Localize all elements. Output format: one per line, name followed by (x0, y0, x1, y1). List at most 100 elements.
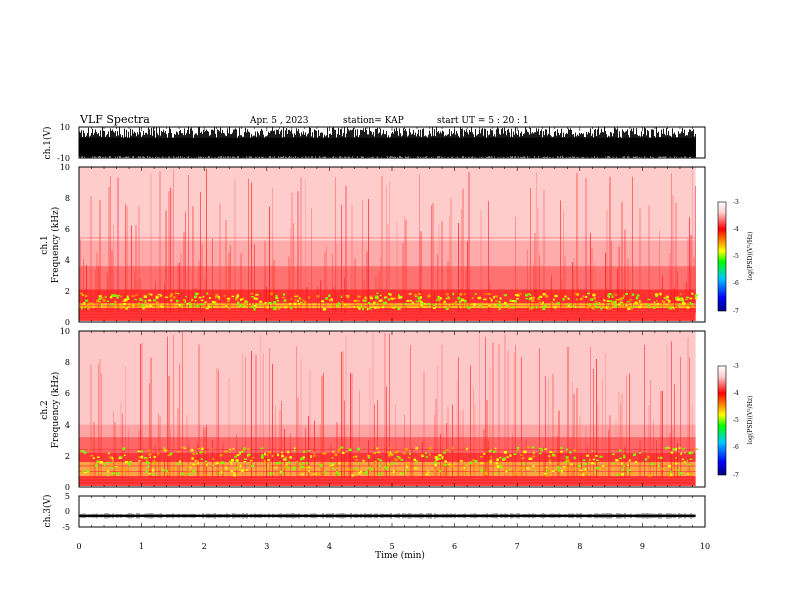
spectrogram-emission-speck (635, 460, 638, 464)
spectrogram-emission-speck (662, 301, 666, 303)
spectrogram-emission-speck (514, 299, 517, 303)
start-time-label: start UT = 5 : 20 : 1 (437, 116, 529, 126)
spectrogram-emission-speck (134, 298, 137, 301)
spectrogram-emission-speck (121, 303, 124, 306)
spectrogram-emission-speck (161, 469, 165, 472)
spectrogram-emission-speck (480, 462, 484, 464)
spectrogram-emission-speck (551, 470, 555, 473)
spectrogram-emission-speck (615, 299, 620, 301)
spectrogram-emission-speck (495, 300, 499, 302)
spectrogram-emission-speck (319, 464, 323, 467)
spectrogram-emission-speck (178, 460, 181, 463)
spectrogram-emission-speck (167, 454, 171, 457)
spectrogram-emission-speck (590, 462, 594, 465)
spectrogram-emission-speck (298, 302, 301, 306)
spectrogram-emission-speck (627, 307, 631, 311)
spectrogram-emission-speck (226, 300, 230, 302)
spectrogram-emission-speck (396, 450, 399, 454)
spectrogram-emission-speck (670, 304, 672, 307)
spectrogram-emission-speck (208, 297, 212, 299)
spectrogram-emission-speck (681, 458, 684, 461)
spectrogram-emission-speck (189, 466, 192, 469)
spectrogram-emission-speck (441, 456, 444, 459)
spectrogram-emission-speck (669, 474, 673, 477)
spectrogram-emission-speck (138, 455, 141, 459)
spectrogram-emission-speck (200, 303, 203, 306)
spectrogram-emission-speck (660, 305, 664, 307)
ch1-ytick-top: 10 (60, 123, 70, 132)
spectrogram-emission-speck (374, 460, 377, 463)
spectrogram-emission-speck (676, 298, 681, 301)
spectrogram-emission-speck (621, 297, 625, 299)
spectrogram-emission-speck (236, 466, 238, 469)
spectrogram-emission-speck (212, 464, 214, 467)
spectrogram-emission-speck (218, 472, 221, 475)
spectrogram-emission-speck (397, 307, 401, 311)
spectrogram-emission-speck (385, 467, 389, 470)
spectrogram-band (79, 167, 696, 237)
spectrogram-emission-speck (647, 455, 650, 459)
spectrogram-emission-speck (170, 299, 173, 302)
spectrogram-emission-speck (413, 467, 418, 470)
spectrogram-emission-speck (594, 455, 598, 457)
spectrogram-emission-speck (460, 306, 462, 309)
spectrogram-emission-speck (627, 471, 629, 474)
spectrogram-emission-speck (114, 304, 118, 307)
spectrogram-emission-speck (521, 471, 524, 473)
spectrogram-emission-speck (632, 305, 635, 308)
spectrogram-emission-speck (250, 296, 255, 298)
spectrogram-emission-speck (590, 298, 594, 301)
spectrogram-emission-speck (133, 304, 136, 307)
spectrogram-emission-speck (596, 459, 599, 462)
spectrogram-emission-speck (409, 300, 412, 302)
spectrogram-emission-speck (153, 455, 156, 459)
spectrogram-emission-speck (586, 454, 590, 457)
spectrogram-emission-speck (675, 457, 678, 459)
spectrogram-emission-speck (376, 303, 379, 305)
spectrogram-emission-speck (598, 301, 601, 304)
spectrogram-emission-speck (157, 452, 160, 455)
spectrogram-emission-speck (367, 457, 371, 459)
spectrogram-emission-speck (577, 464, 581, 468)
spectrogram-emission-speck (438, 454, 442, 457)
spectrogram-emission-speck (413, 458, 417, 462)
spectrogram-emission-speck (595, 306, 599, 309)
spectrogram-emission-speck (540, 448, 544, 452)
spectrogram-emission-speck (305, 462, 308, 464)
spectrogram-emission-speck (592, 293, 596, 297)
spectrogram-emission-speck (638, 452, 642, 454)
spectrogram-emission-speck (486, 306, 488, 309)
spectrogram-emission-speck (148, 453, 152, 456)
spectrogram-emission-speck (611, 301, 615, 304)
spectrogram-emission-speck (153, 299, 157, 302)
spectrogram-emission-speck (543, 304, 547, 307)
spectrogram-emission-speck (445, 449, 450, 452)
spectrogram-emission-speck (229, 460, 231, 463)
spectrogram-emission-speck (248, 306, 251, 309)
spectrogram-emission-speck (301, 457, 305, 460)
spectrogram-emission-speck (177, 292, 180, 295)
spectrogram-emission-speck (245, 301, 248, 303)
spectrogram-emission-speck (549, 470, 552, 473)
spectrogram-emission-speck (123, 471, 126, 473)
spectrogram-emission-speck (264, 301, 267, 305)
spectrogram-emission-speck (289, 456, 292, 459)
spectrogram-emission-speck (588, 303, 592, 306)
spectrogram-emission-speck (445, 293, 449, 296)
spectrogram-emission-speck (303, 450, 306, 453)
spectrogram-emission-speck (668, 473, 671, 477)
spectrogram-emission-speck (623, 464, 625, 468)
spectrogram-emission-speck (381, 306, 385, 309)
spectrogram-emission-speck (80, 450, 84, 452)
spectrogram-emission-speck (295, 461, 298, 463)
spectrogram-emission-speck (538, 447, 542, 450)
spectrogram-emission-speck (648, 306, 651, 309)
spectrogram-emission-speck (237, 465, 241, 468)
spectrogram-emission-speck (187, 473, 191, 476)
spectrogram-emission-speck (98, 297, 101, 301)
spectrogram-emission-speck (556, 302, 560, 305)
spectrogram-emission-speck (250, 292, 254, 295)
spectrogram-emission-speck (115, 466, 118, 468)
spectrogram-emission-speck (444, 460, 448, 463)
spectrogram-emission-speck (131, 295, 135, 297)
